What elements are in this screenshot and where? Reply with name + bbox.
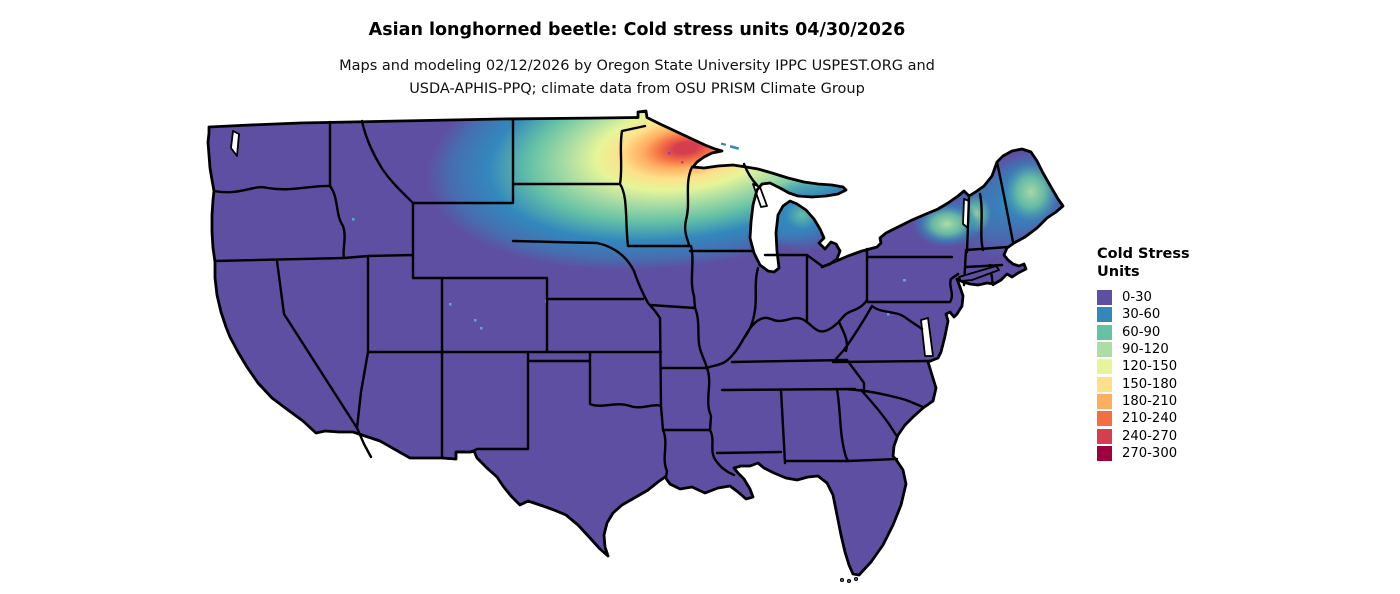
legend-items: 0-30 30-60 60-90 90-120 120-150 150-180 … [1097, 289, 1190, 462]
page-title: Asian longhorned beetle: Cold stress uni… [368, 20, 906, 40]
legend-label: 270-300 [1122, 445, 1178, 461]
legend-label: 180-210 [1122, 393, 1178, 409]
puget-sound [230, 130, 240, 157]
legend-item: 60-90 [1097, 324, 1190, 341]
north-michigan-blob [755, 175, 850, 260]
legend-title: Cold Stress Units [1097, 246, 1190, 281]
subtitle-line-2: USDA-APHIS-PPQ; climate data from OSU PR… [409, 80, 865, 97]
legend-swatch [1097, 428, 1112, 444]
legend-label: 240-270 [1122, 428, 1178, 444]
legend-title-line-1: Cold Stress [1097, 246, 1190, 262]
legend-swatch [1097, 290, 1112, 306]
legend-item: 30-60 [1097, 306, 1190, 323]
legend-swatch [1097, 393, 1112, 409]
legend-swatch [1097, 411, 1112, 427]
legend-label: 0-30 [1122, 290, 1152, 306]
cold-stress-raster [208, 111, 1063, 575]
legend-label: 120-150 [1122, 359, 1178, 375]
legend-label: 30-60 [1122, 307, 1161, 323]
legend-item: 150-180 [1097, 375, 1190, 392]
legend-item: 180-210 [1097, 393, 1190, 410]
legend-label: 60-90 [1122, 324, 1161, 340]
legend-swatch [1097, 307, 1112, 323]
subtitle-line-1: Maps and modeling 02/12/2026 by Oregon S… [339, 58, 935, 74]
legend-swatch [1097, 359, 1112, 375]
legend-item: 0-30 [1097, 289, 1190, 306]
subtitle: Maps and modeling 02/12/2026 by Oregon S… [339, 55, 935, 100]
legend-item: 270-300 [1097, 445, 1190, 462]
legend-swatch [1097, 342, 1112, 358]
legend-swatch [1097, 324, 1112, 340]
legend: Cold Stress Units 0-30 30-60 60-90 90-12… [1097, 246, 1190, 462]
florida-keys [839, 576, 859, 584]
legend-item: 210-240 [1097, 410, 1190, 427]
chesapeake-bay [920, 317, 934, 357]
legend-swatch [1097, 376, 1112, 392]
legend-label: 210-240 [1122, 411, 1178, 427]
legend-title-line-2: Units [1097, 263, 1140, 280]
state-borders [212, 117, 1015, 479]
legend-item: 120-150 [1097, 358, 1190, 375]
legend-swatch [1097, 445, 1112, 461]
isle-royale [720, 142, 740, 150]
northern-plains-gradient [208, 111, 1063, 575]
long-island [958, 265, 1000, 282]
legend-label: 90-120 [1122, 342, 1169, 358]
legend-item: 90-120 [1097, 341, 1190, 358]
legend-item: 240-270 [1097, 427, 1190, 444]
legend-label: 150-180 [1122, 376, 1178, 392]
